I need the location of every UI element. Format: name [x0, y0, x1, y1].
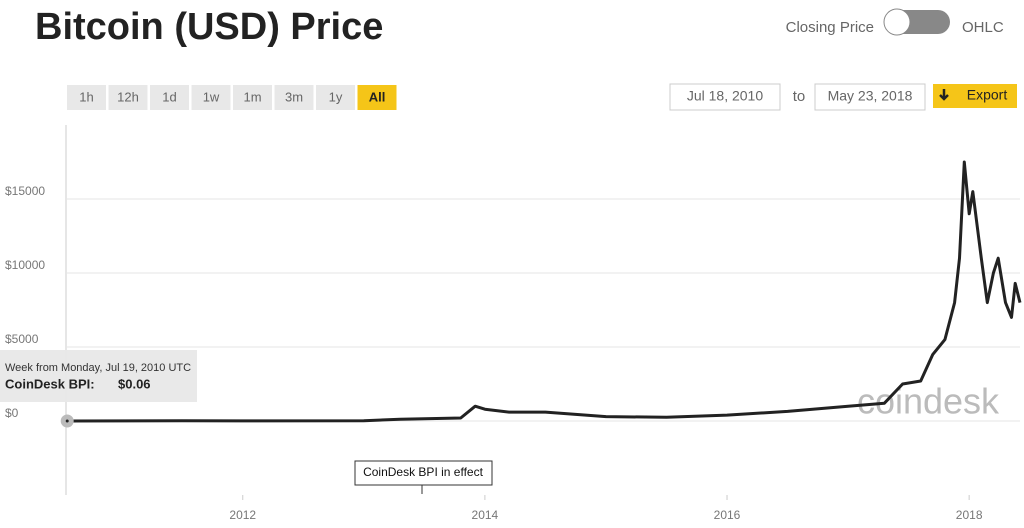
to-label: to [793, 88, 806, 105]
range-label: All [369, 89, 386, 104]
y-tick-label: $0 [5, 406, 19, 420]
range-label: 1h [79, 89, 93, 104]
range-button[interactable] [150, 85, 189, 110]
x-tick-label: 2014 [472, 508, 499, 522]
y-tick-label: $10000 [5, 258, 45, 272]
range-label: 1w [203, 89, 220, 104]
range-label: 1y [329, 89, 343, 104]
tooltip-label: CoinDesk BPI: [5, 376, 95, 391]
range-button[interactable] [191, 85, 231, 110]
tooltip [0, 350, 197, 402]
hover-point [60, 414, 74, 428]
date-input[interactable] [669, 83, 781, 111]
date-input[interactable] [814, 83, 926, 111]
range-label: 1d [162, 89, 176, 104]
x-tick-label: 2012 [229, 508, 256, 522]
range-button[interactable] [233, 85, 272, 110]
range-button[interactable] [357, 85, 397, 110]
y-tick-label: $15000 [5, 184, 45, 198]
tooltip-date: Week from Monday, Jul 19, 2010 UTC [5, 362, 191, 374]
annotation-box [354, 460, 493, 486]
title: Bitcoin (USD) Price [35, 6, 383, 48]
x-tick-label: 2016 [714, 508, 741, 522]
toggle-label: Closing Price [786, 19, 874, 36]
export-icon [939, 89, 949, 101]
range-label: 1m [243, 89, 261, 104]
range-button[interactable] [67, 85, 106, 110]
annotation: CoinDesk BPI in effect [363, 465, 484, 479]
tooltip-value: $0.06 [118, 376, 151, 391]
date-to: May 23, 2018 [828, 88, 913, 104]
toggle-knob [883, 8, 911, 36]
range-button[interactable] [108, 85, 148, 110]
export-label: Export [967, 87, 1008, 103]
range-label: 12h [117, 89, 139, 104]
toggle-label: OHLC [962, 19, 1004, 36]
y-tick-label: $5000 [5, 332, 39, 346]
range-button[interactable] [274, 85, 314, 110]
watermark: coindesk [857, 381, 1000, 422]
x-tick-label: 2018 [956, 508, 983, 522]
date-from: Jul 18, 2010 [687, 88, 763, 104]
price-line [67, 160, 1022, 423]
range-button[interactable] [316, 85, 355, 110]
range-label: 3m [285, 89, 303, 104]
